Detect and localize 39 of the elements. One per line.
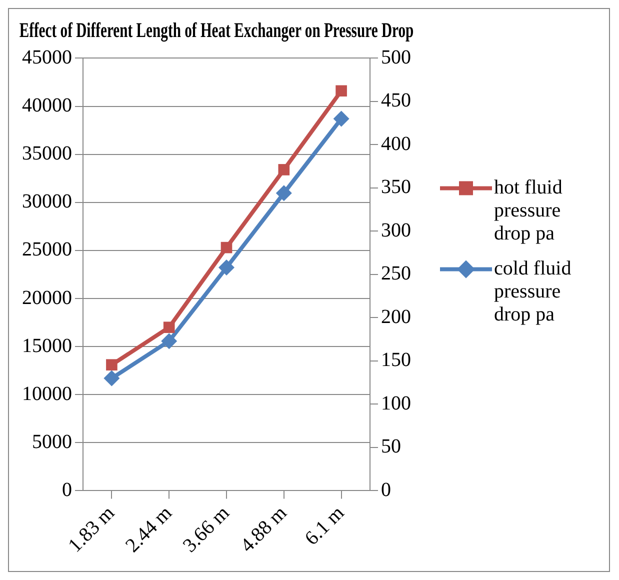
- y-tick-label: 20000: [22, 286, 72, 309]
- point: [104, 370, 120, 386]
- y2-tick-label: 250: [381, 262, 411, 285]
- x-tick-label: 3.66 m: [178, 502, 234, 557]
- legend-label: cold fluid pressure drop pa: [494, 257, 572, 326]
- point: [333, 110, 350, 127]
- x-tick-label: 2.44 m: [122, 502, 177, 557]
- y-tick-label: 45000: [22, 46, 72, 68]
- point: [161, 333, 178, 350]
- y-tick-label: 0: [62, 478, 72, 501]
- chart-title: Effect of Different Length of Heat Exchanger on Pressure Drop: [19, 18, 414, 42]
- y-tick-label: 15000: [22, 334, 72, 357]
- point: [163, 322, 175, 333]
- y2-tick-label: 450: [381, 90, 411, 112]
- y-tick-label: 30000: [22, 190, 72, 213]
- point: [218, 260, 234, 276]
- point: [278, 164, 290, 176]
- point: [336, 85, 347, 97]
- y-tick-label: 25000: [22, 238, 72, 261]
- y-tick-label: 40000: [22, 94, 72, 117]
- y-tick-label: 5000: [32, 430, 72, 453]
- y2-tick-label: 500: [381, 46, 411, 68]
- x-tick-label: 1.83 m: [64, 502, 120, 557]
- y2-tick-label: 150: [381, 349, 411, 372]
- y-tick-label: 10000: [22, 382, 72, 405]
- x-tick-label: 6.1 m: [300, 502, 349, 550]
- y-tick-label: 35000: [22, 142, 72, 165]
- y2-tick-label: 300: [381, 219, 411, 242]
- y2-tick-label: 350: [381, 176, 411, 198]
- y2-tick-label: 200: [381, 306, 411, 328]
- y2-tick-label: 50: [381, 436, 401, 458]
- y2-tick-label: 0: [381, 478, 391, 501]
- point: [220, 242, 232, 254]
- x-tick-label: 4.88 m: [236, 502, 292, 557]
- legend-label: hot fluid pressure drop pa: [494, 176, 562, 244]
- y2-tick-label: 100: [381, 392, 411, 414]
- point: [276, 185, 292, 202]
- point: [106, 359, 118, 370]
- y2-tick-label: 400: [381, 132, 411, 155]
